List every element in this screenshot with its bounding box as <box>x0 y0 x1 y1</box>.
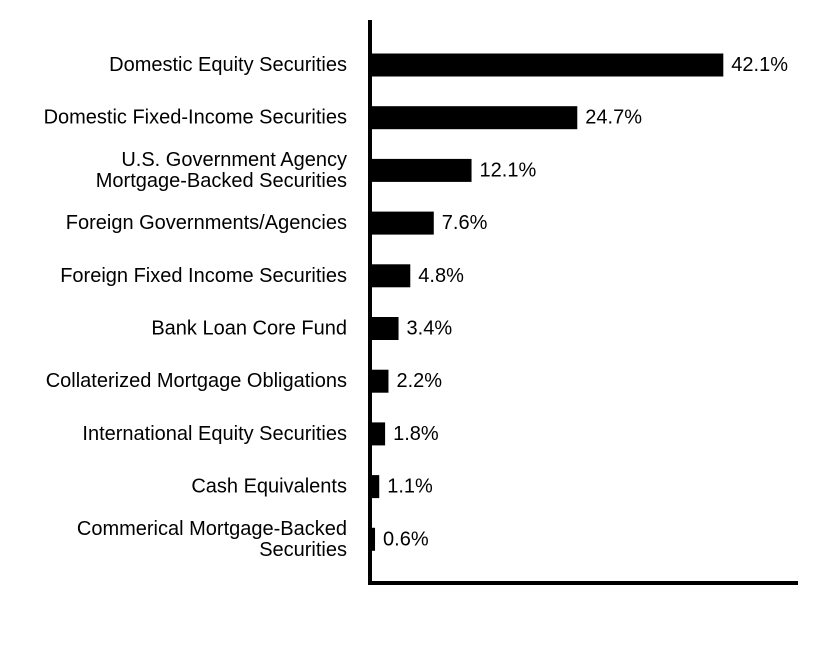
category-label-line: Collaterized Mortgage Obligations <box>46 370 347 392</box>
bar <box>370 211 434 235</box>
value-label: 7.6% <box>442 212 488 234</box>
value-label: 4.8% <box>418 265 464 287</box>
value-label: 42.1% <box>731 54 788 76</box>
value-label: 3.4% <box>407 318 453 340</box>
value-label: 1.8% <box>393 423 439 445</box>
category-label-line: Securities <box>259 539 347 561</box>
category-label-line: Bank Loan Core Fund <box>151 318 347 340</box>
category-label-line: Foreign Governments/Agencies <box>66 212 347 234</box>
category-label: Domestic Fixed-Income Securities <box>44 107 347 129</box>
category-label-line: U.S. Government Agency <box>121 149 347 171</box>
value-label: 1.1% <box>387 476 433 498</box>
category-label: Foreign Fixed Income Securities <box>60 265 347 287</box>
category-label: Commerical Mortgage-Backed Securities <box>77 518 347 561</box>
bar <box>370 158 472 182</box>
value-label: 2.2% <box>396 370 442 392</box>
category-label: Bank Loan Core Fund <box>151 318 347 340</box>
category-labels-layer: Domestic Equity Securities Domestic Fixed… <box>44 54 347 561</box>
category-label-line: Mortgage-Backed Securities <box>96 170 347 192</box>
category-label-line: Cash Equivalents <box>191 476 347 498</box>
category-label-line: Foreign Fixed Income Securities <box>60 265 347 287</box>
bar <box>370 369 389 393</box>
value-label: 0.6% <box>383 528 429 550</box>
category-label: Foreign Governments/Agencies <box>66 212 347 234</box>
category-label: Domestic Equity Securities <box>109 54 347 76</box>
value-label: 12.1% <box>480 159 537 181</box>
bars-layer <box>370 53 724 551</box>
category-label: Cash Equivalents <box>191 476 347 498</box>
category-label: U.S. Government Agency Mortgage-Backed Se… <box>96 149 347 192</box>
bar <box>370 106 578 130</box>
category-label-line: International Equity Securities <box>82 423 347 445</box>
category-label: Collaterized Mortgage Obligations <box>46 370 347 392</box>
bar <box>370 422 386 446</box>
bar <box>370 527 376 551</box>
bar <box>370 264 411 288</box>
bar <box>370 317 399 340</box>
bar <box>370 475 380 499</box>
category-label-line: Domestic Equity Securities <box>109 54 347 76</box>
category-label-line: Domestic Fixed-Income Securities <box>44 107 347 129</box>
category-label: International Equity Securities <box>82 423 347 445</box>
value-labels-layer: 42.1% 24.7% 12.1% 7.6% 4.8% 3.4% 2.2% 1.8% 1.1% 0… <box>383 54 788 550</box>
bar <box>370 53 724 77</box>
value-label: 24.7% <box>585 107 642 129</box>
category-label-line: Commerical Mortgage-Backed <box>77 518 347 540</box>
